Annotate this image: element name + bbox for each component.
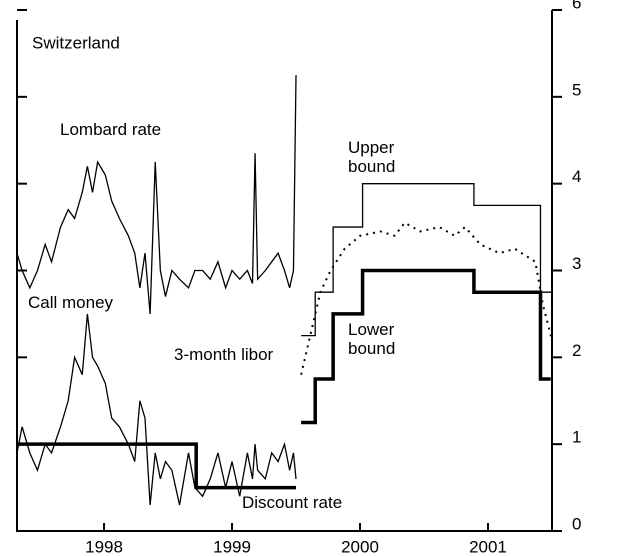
series-line: [300, 221, 553, 375]
x-tick-label: 1999: [213, 537, 251, 556]
x-tick-label: 2000: [341, 537, 379, 556]
y-tick-label: 5: [572, 80, 581, 99]
series-label: Call money: [28, 293, 114, 312]
series-label: Upper bound: [348, 138, 396, 176]
y-tick-label: 0: [572, 514, 581, 533]
x-tick-label: 1998: [85, 537, 123, 556]
y-tick-label: 3: [572, 254, 581, 273]
y-tick-label: 4: [572, 167, 581, 186]
series-label: 3-month libor: [174, 345, 274, 364]
y-tick-label: 6: [572, 0, 581, 12]
series-line: [16, 313, 297, 506]
chart-title: Switzerland: [32, 33, 120, 52]
series-label: Lombard rate: [60, 120, 162, 139]
series-line: [301, 183, 552, 337]
series-line: [17, 442, 297, 490]
x-tick-label: 2001: [469, 537, 507, 556]
y-tick-label: 2: [572, 341, 581, 360]
y-tick-label: 1: [572, 428, 581, 447]
series-label: Discount rate: [242, 493, 343, 512]
series-label: Lower bound: [348, 320, 396, 358]
series-line: [301, 268, 551, 425]
series-line: [16, 75, 297, 314]
